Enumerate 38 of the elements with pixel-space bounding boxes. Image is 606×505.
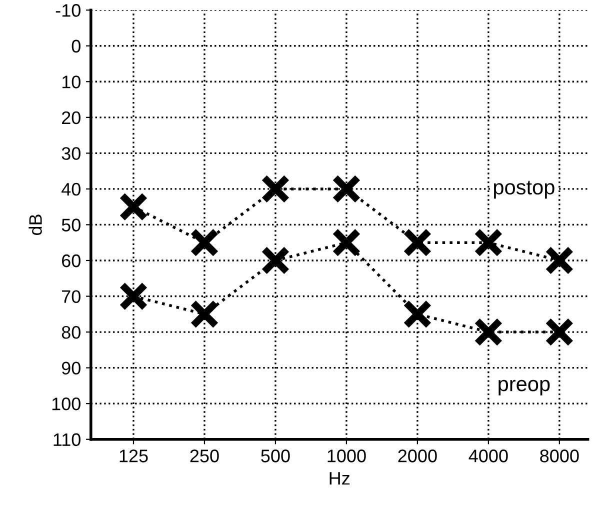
y-tick-label: 100 (52, 398, 80, 410)
y-tick-label: 90 (62, 362, 80, 375)
x-tick-label: 125 (120, 450, 148, 462)
point (190, 228, 220, 258)
point (474, 228, 504, 258)
x-tick-label: 2000 (398, 450, 437, 462)
series-label: postop (494, 180, 554, 199)
x-tick-label: 500 (261, 450, 290, 462)
point (332, 174, 362, 204)
x-axis-title: Hz (330, 472, 350, 485)
point (190, 300, 220, 329)
point (402, 300, 432, 329)
point (474, 317, 504, 347)
y-tick-label: 0 (72, 40, 80, 53)
x-tick-label: 8000 (540, 450, 579, 462)
point (332, 228, 362, 258)
point (260, 174, 290, 204)
y-axis-title: dB (28, 214, 42, 236)
x-tick-label: 1000 (328, 450, 366, 462)
y-tick-label: 80 (62, 326, 80, 339)
y-tick-label: 60 (62, 254, 80, 268)
point (544, 246, 574, 276)
y-tick-label: 10 (62, 76, 80, 88)
point (402, 228, 432, 258)
y-tick-label: 70 (62, 290, 80, 303)
point (544, 317, 574, 347)
x-tick-label: 4000 (468, 450, 508, 462)
x-tick-label: 250 (190, 450, 219, 462)
y-tick-label: 30 (62, 147, 80, 160)
point (118, 192, 148, 222)
point (260, 246, 290, 276)
y-tick-label: 40 (62, 182, 80, 196)
y-tick-label: 50 (62, 218, 80, 232)
y-tick-label: 110 (54, 433, 80, 446)
point (118, 282, 148, 311)
series-label: preop (498, 380, 550, 396)
y-tick-label: -10 (56, 4, 80, 17)
y-tick-label: 20 (62, 111, 80, 124)
